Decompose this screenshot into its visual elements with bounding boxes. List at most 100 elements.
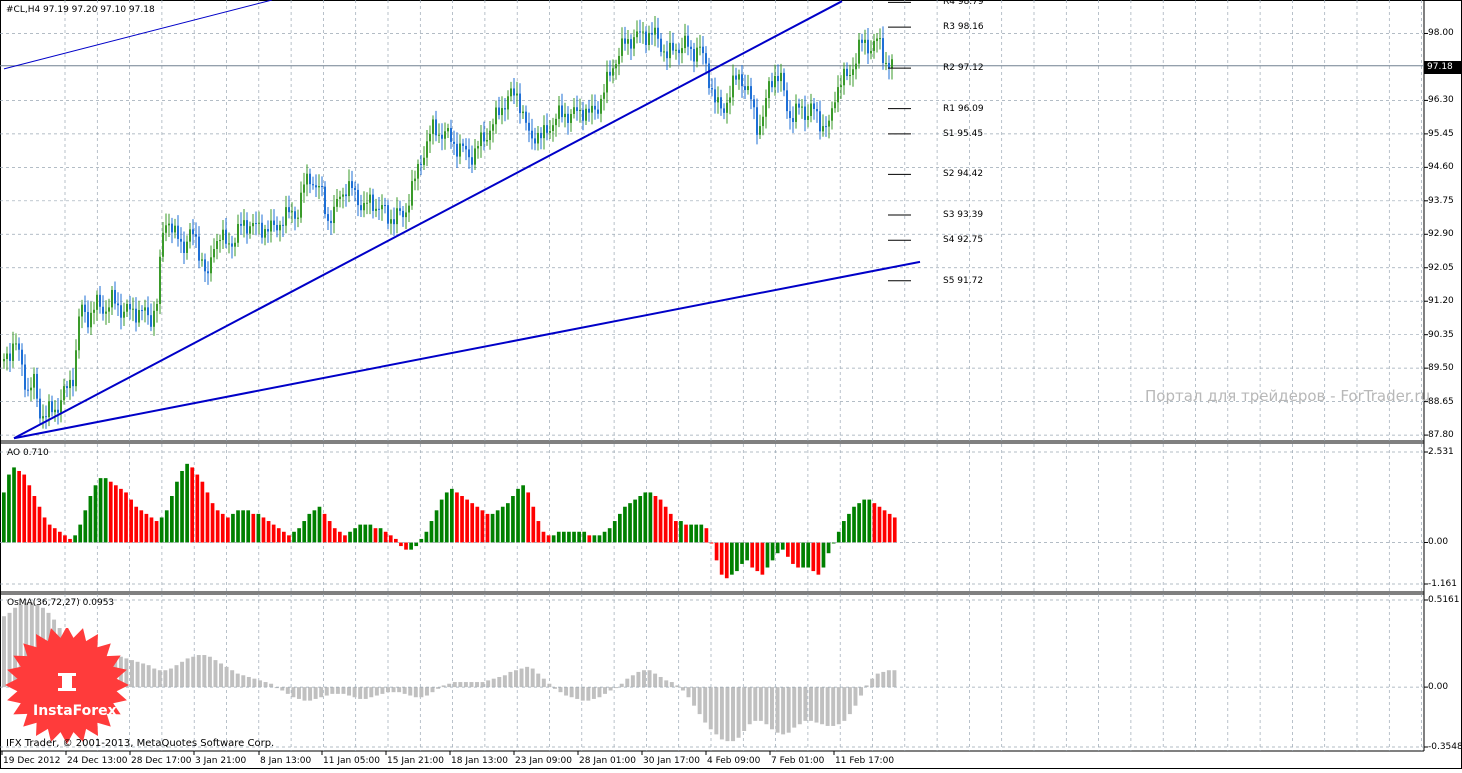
pivot-label: S1 95.45 [943,128,984,139]
ao-bar [444,492,449,543]
candle-body [420,163,422,165]
ao-bar [500,506,505,543]
candle-body [372,194,374,211]
candle-body [606,71,608,93]
candle-body [426,141,428,158]
candle-body [675,49,677,51]
osma-bar [792,687,797,728]
candle-body [708,63,710,89]
ao-tick-label: 0.00 [1428,537,1449,548]
ao-bar [292,531,296,543]
candle-body [288,207,290,213]
ao-bar [704,528,709,543]
osma-bar [180,661,185,688]
candle-body [243,220,245,226]
trendline-steep [13,0,843,440]
candle-body [162,232,164,257]
candle-body [159,256,161,304]
candle-body [678,49,680,54]
candle-body [849,74,851,77]
candle-body [795,103,797,122]
candle-body [156,303,158,311]
osma-bar [436,687,441,689]
candle-body [672,42,674,51]
candle-body [687,35,689,47]
ao-bar [251,513,256,543]
candle-body [183,241,185,253]
osma-bar [285,687,290,694]
ao-bar [867,499,872,543]
candle-body [102,306,104,314]
ao-bar [317,506,322,543]
ao-bar [164,510,169,543]
price-tick-label: 93.75 [1428,195,1454,206]
candle-body [225,229,227,244]
ao-bar [592,535,597,543]
candle-body [192,229,194,235]
ao-bar [124,492,128,543]
osma-bar [441,685,446,688]
osma-bar [246,676,251,688]
candle-body [561,105,563,118]
ao-bar [302,521,307,543]
osma-bar [564,687,569,696]
candle-body [324,186,326,215]
candle-body [711,88,713,90]
candle-body [660,38,662,52]
osma-bar [619,683,624,688]
ao-bar [312,510,317,543]
osma-bar [747,687,752,725]
candle-body [132,308,134,310]
ao-bar [2,492,6,543]
time-tick-label: 23 Jan 09:00 [515,756,572,766]
candle-body [117,303,119,306]
ao-bar [455,492,459,543]
price-tick-label: 96.30 [1428,95,1454,106]
candle-body [141,310,143,312]
candle-body [504,108,506,110]
candle-body [762,116,764,127]
ao-bar [195,474,200,543]
candle-body [30,387,32,391]
osma-bar [703,687,708,723]
candle-body [27,389,29,391]
osma-bar [280,687,285,691]
ao-bar [735,542,739,572]
osma-bar [469,682,474,688]
osma-bar [541,678,546,688]
ao-bar [175,481,179,543]
ao-bar [602,531,607,543]
candle-body [456,143,458,157]
candle-body [777,75,779,82]
candle-body [771,81,773,88]
candle-body [396,208,398,225]
ao-bar [612,521,617,543]
osma-bar [736,687,741,738]
osma-bar [591,687,596,699]
osma-bar [642,670,646,688]
ao-bar [852,506,856,543]
candle-body [636,31,638,38]
ao-bar [338,531,342,543]
ao-bar [638,496,643,543]
candle-body [726,102,728,113]
osma-bar [625,678,630,688]
candle-body [237,223,239,243]
candle-body [645,31,647,46]
candle-body [138,310,140,323]
candle-body [189,229,191,242]
ao-bar [205,492,210,543]
ao-bar [93,485,98,543]
time-tick-label: 11 Jan 05:00 [323,756,380,766]
candle-body [366,202,368,204]
candle-body [351,181,353,189]
candle-body [720,97,722,109]
candle-body [855,63,857,70]
ao-bar [388,535,393,543]
ao-bar [373,528,378,543]
osma-bar [697,687,702,715]
time-tick-label: 28 Jan 01:00 [579,756,636,766]
candle-body [201,259,203,261]
ao-bar [236,510,240,543]
